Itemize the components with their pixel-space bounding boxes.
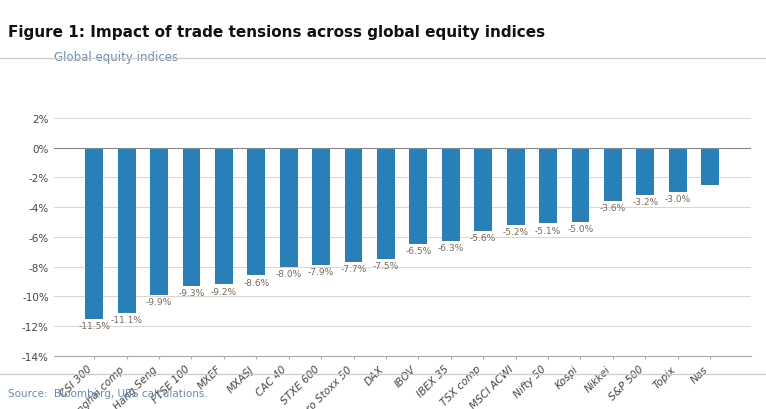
Text: -7.9%: -7.9% [308,267,334,276]
Text: Global equity indices: Global equity indices [54,50,178,63]
Text: -3.6%: -3.6% [600,204,626,213]
Bar [571,148,589,222]
Text: -6.5%: -6.5% [405,247,431,256]
Text: -5.2%: -5.2% [502,227,529,236]
Bar [247,148,265,276]
Bar [701,148,719,185]
Text: -5.6%: -5.6% [470,234,496,243]
Text: -8.6%: -8.6% [243,278,270,287]
Text: -9.2%: -9.2% [211,287,237,296]
Text: -3.0%: -3.0% [665,195,691,204]
Bar [377,148,394,259]
Text: -11.5%: -11.5% [78,321,110,330]
Bar [539,148,557,224]
Text: -6.3%: -6.3% [437,244,464,253]
Text: -7.5%: -7.5% [373,262,399,271]
Text: -7.7%: -7.7% [340,265,367,274]
Bar [637,148,654,196]
Text: Source:  Bloomberg, UBS calculations.: Source: Bloomberg, UBS calculations. [8,388,208,398]
Text: -11.1%: -11.1% [110,315,142,324]
Text: -3.2%: -3.2% [632,198,658,207]
Bar [215,148,233,285]
Text: -9.3%: -9.3% [178,288,205,297]
Bar [280,148,298,267]
Bar [604,148,622,202]
Text: Figure 1: Impact of trade tensions across global equity indices: Figure 1: Impact of trade tensions acros… [8,25,545,40]
Text: -5.0%: -5.0% [568,225,594,234]
Text: -8.0%: -8.0% [276,269,302,278]
Text: -5.1%: -5.1% [535,226,561,235]
Bar [474,148,492,231]
Bar [345,148,362,263]
Bar [150,148,168,295]
Bar [118,148,136,313]
Bar [669,148,686,193]
Bar [506,148,525,225]
Text: -9.9%: -9.9% [146,297,172,306]
Bar [85,148,103,319]
Bar [442,148,460,242]
Bar [313,148,330,265]
Bar [182,148,201,286]
Bar [410,148,427,245]
